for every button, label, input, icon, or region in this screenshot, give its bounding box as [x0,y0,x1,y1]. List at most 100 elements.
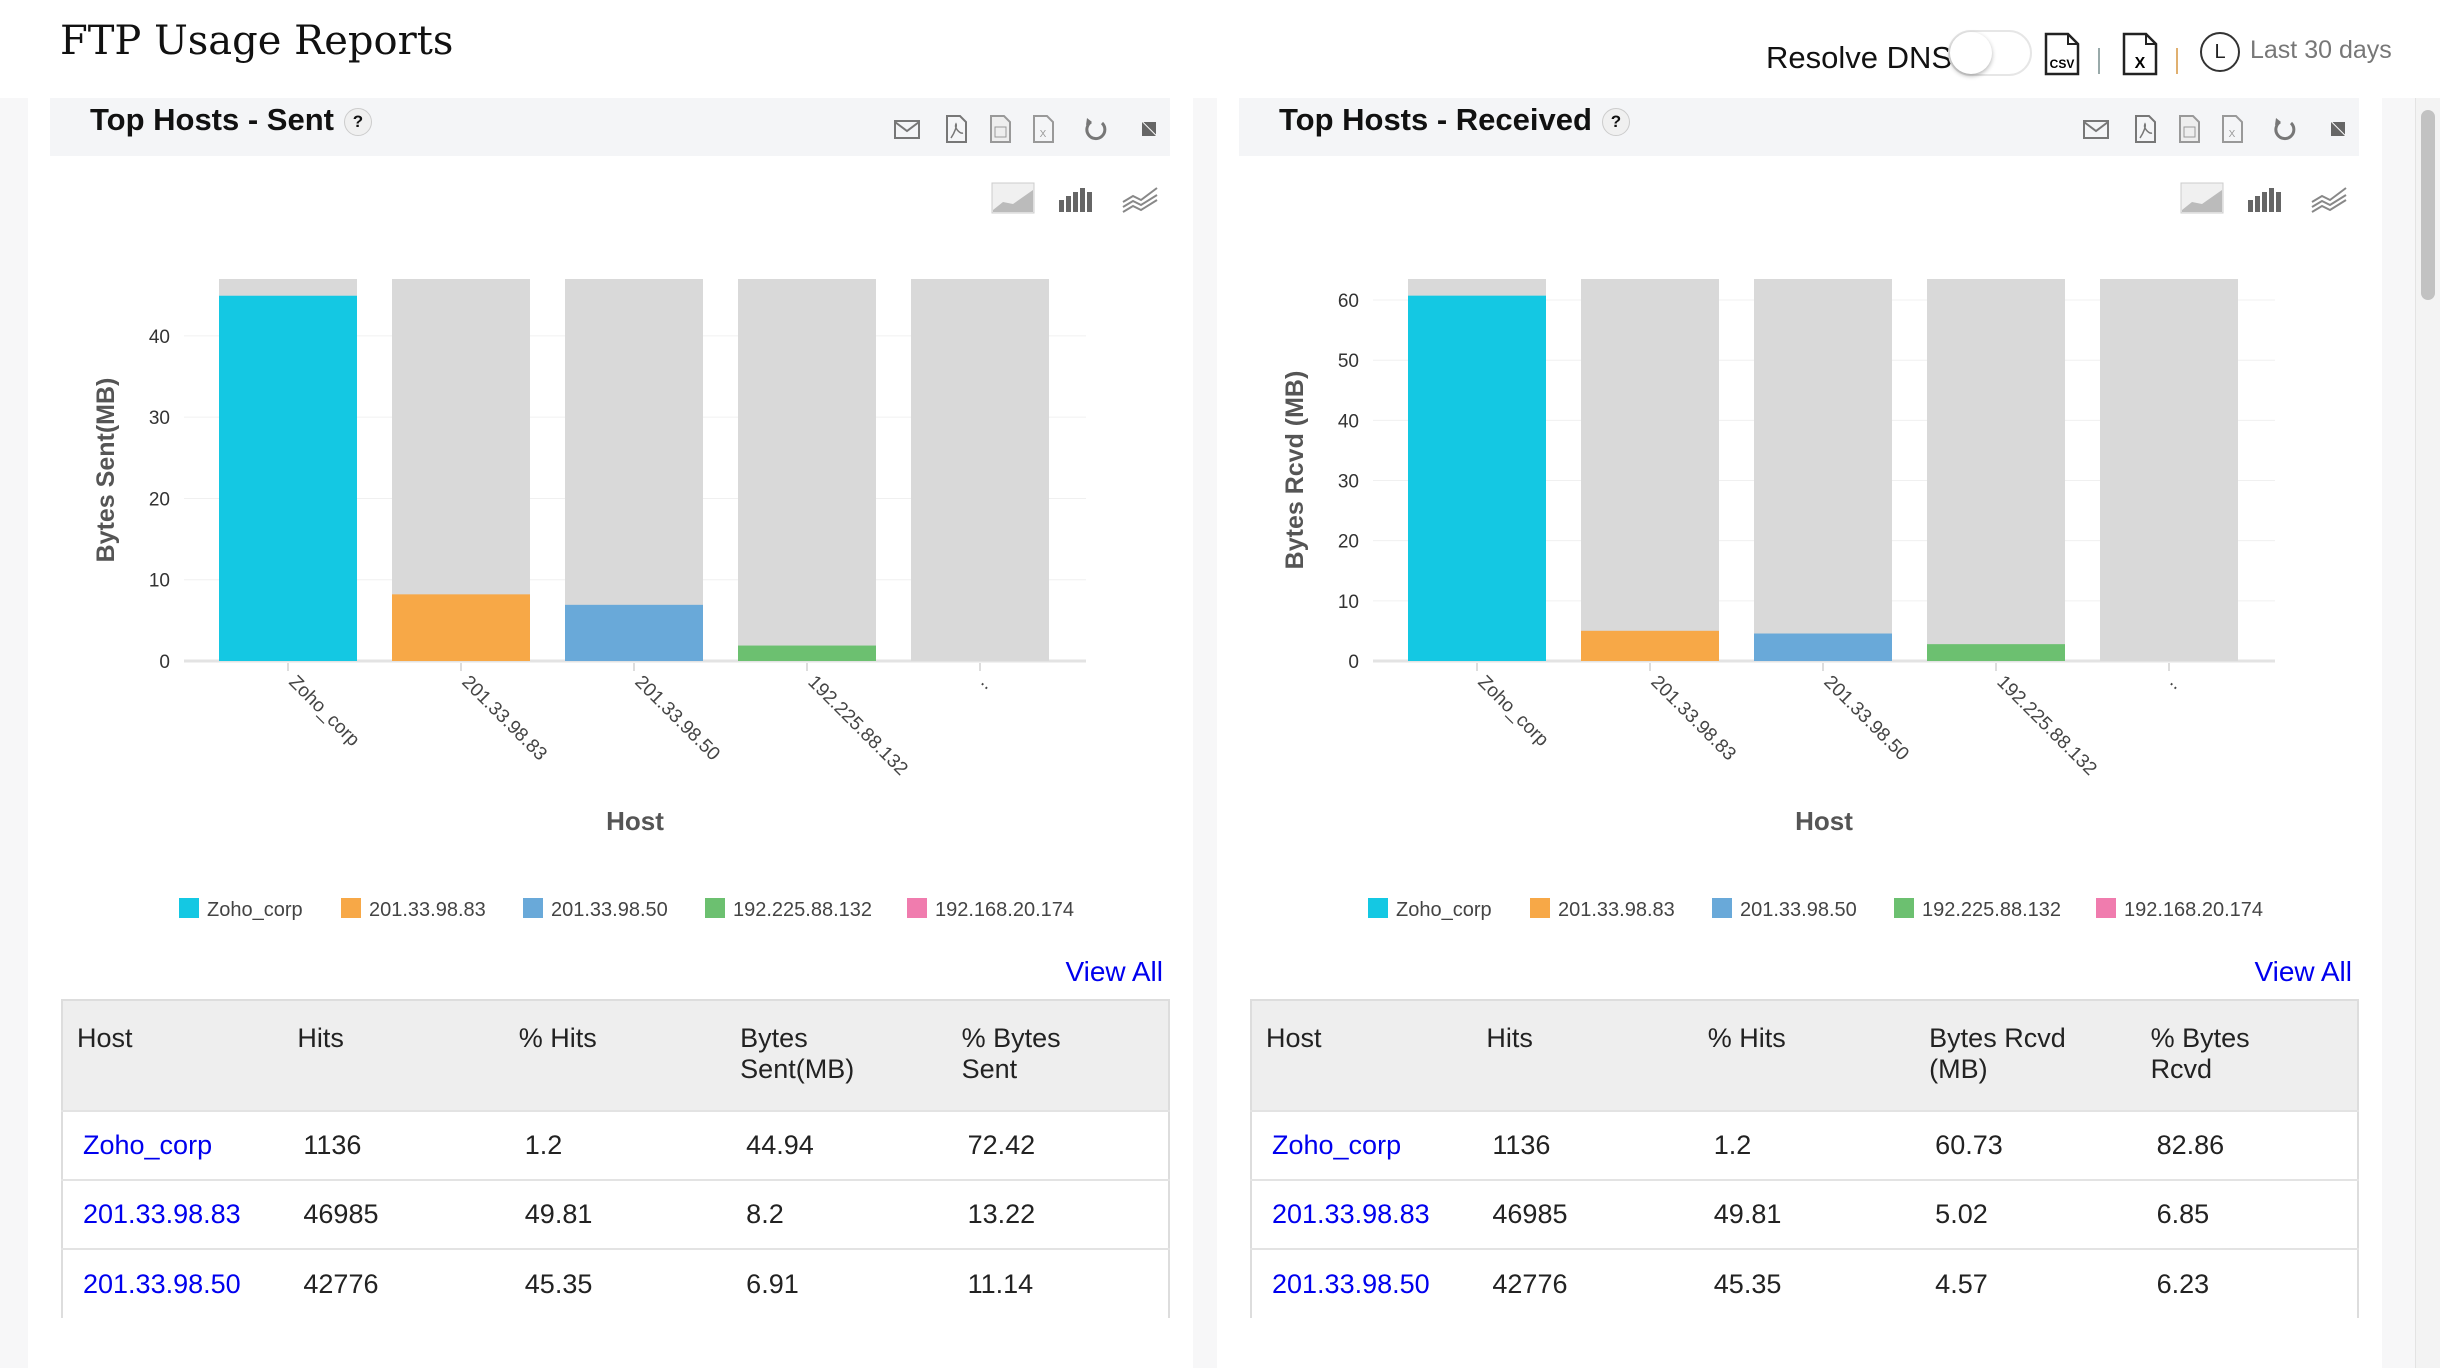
legend-swatch [523,898,543,918]
column-header[interactable]: Bytes Sent(MB) [726,999,948,1110]
legend-item[interactable]: 201.33.98.83 [1530,898,1675,921]
legend-item[interactable]: 192.225.88.132 [1894,898,2061,921]
column-header[interactable]: % Bytes Rcvd [2136,999,2358,1110]
x-axis-title: Host [1795,806,1853,836]
csv-icon[interactable] [985,114,1015,144]
excel-icon[interactable]: X [1028,114,1058,144]
y-tick-label: 30 [149,408,170,429]
host-link[interactable]: 201.33.98.50 [83,1268,241,1299]
cell-2: 1.2 [504,1110,727,1180]
legend-swatch [907,898,927,918]
legend-swatch [1894,898,1914,918]
y-tick-label: 20 [1338,532,1359,553]
excel-icon[interactable]: X [2122,32,2158,76]
y-axis-title: Bytes Rcvd (MB) [1281,371,1309,570]
column-header[interactable]: % Hits [1693,999,1916,1110]
column-header[interactable]: Hits [1472,999,1694,1110]
legend-item[interactable]: 201.33.98.50 [1712,898,1857,921]
bar-remainder [911,279,1049,661]
view-all-link[interactable]: View All [2254,956,2352,987]
expand-icon[interactable] [1134,114,1164,144]
resolve-dns-toggle[interactable] [1948,30,2032,76]
bar-chart-icon[interactable] [2244,182,2288,214]
expand-icon[interactable] [2323,114,2353,144]
legend-item[interactable]: 201.33.98.50 [523,898,668,921]
y-tick-label: 40 [149,327,170,348]
panel-title: Top Hosts - Sent? [90,102,372,138]
area-chart-icon[interactable] [991,182,1035,214]
bar-2[interactable] [565,604,703,661]
mail-icon[interactable] [2081,114,2111,144]
legend-swatch [341,898,361,918]
table-row: Zoho_corp 1136 1.2 60.73 82.86 [1251,1110,2358,1180]
svg-text:X: X [1040,129,1047,140]
x-axis-title: Host [606,806,664,836]
host-link[interactable]: 201.33.98.83 [1272,1199,1430,1229]
csv-icon[interactable]: CSV [2044,32,2080,76]
y-tick-label: 10 [1338,592,1359,613]
scrollbar[interactable] [2415,98,2440,1368]
column-header[interactable]: Host [62,999,284,1110]
view-all-link[interactable]: View All [1065,956,1163,987]
column-header[interactable]: % Bytes Sent [947,999,1169,1110]
column-header[interactable]: % Hits [504,999,727,1110]
refresh-icon[interactable] [2269,114,2299,144]
host-link[interactable]: 201.33.98.83 [83,1199,241,1229]
bar-0[interactable] [1408,295,1546,661]
bar-1[interactable] [1581,630,1719,661]
cell-4: 72.42 [947,1110,1169,1180]
legend-item[interactable]: Zoho_corp [179,898,303,921]
cell-1: 1136 [283,1110,505,1180]
cell-3: 4.57 [1915,1248,2137,1318]
legend-item[interactable]: 192.225.88.132 [705,898,872,921]
pdf-icon[interactable] [941,114,971,144]
legend-swatch [1530,898,1550,918]
excel-icon[interactable]: X [2217,114,2247,144]
legend-item[interactable]: 192.168.20.174 [2096,898,2263,921]
legend-item[interactable]: 201.33.98.83 [341,898,486,921]
pdf-icon[interactable] [2130,114,2160,144]
x-tick-label: 201.33.98.83 [1646,672,1739,765]
svg-text:X: X [2135,55,2146,72]
cell-1: 1136 [1472,1110,1694,1180]
column-header[interactable]: Host [1251,999,1473,1110]
column-header[interactable]: Bytes Rcvd (MB) [1915,999,2137,1110]
column-header[interactable]: Hits [283,999,505,1110]
cell-4: 6.85 [2136,1179,2358,1249]
mail-icon[interactable] [892,114,922,144]
legend-label: Zoho_corp [207,899,303,921]
cell-3: 60.73 [1915,1110,2137,1180]
clock-icon[interactable]: L [2200,32,2240,72]
divider [2176,48,2178,74]
hosts-table: Host Hits% Hits Bytes Sent(MB)% Bytes Sent… [61,999,1170,1318]
help-icon[interactable]: ? [1601,107,1630,136]
y-tick-label: 0 [1348,652,1359,673]
bar-chart-icon[interactable] [1055,182,1099,214]
panel-header: Top Hosts - Sent? [50,98,1170,156]
scrollbar-thumb[interactable] [2421,110,2435,300]
host-link[interactable]: Zoho_corp [83,1130,213,1160]
bar-1[interactable] [392,594,530,661]
y-axis-title: Bytes Sent(MB) [92,378,120,563]
line-chart-icon[interactable] [2308,182,2352,214]
csv-icon[interactable] [2174,114,2204,144]
line-chart-icon[interactable] [1119,182,1163,214]
bar-remainder [2100,279,2238,661]
legend-label: 192.225.88.132 [1922,899,2061,921]
bar-3[interactable] [738,645,876,661]
panel-top-hosts-sent: Top Hosts - Sent? X 0 10 20 30 40 Zoho_corp 201.… [28,98,1193,1368]
legend-label: 201.33.98.50 [551,899,668,921]
y-tick-label: 10 [149,571,170,592]
help-icon[interactable]: ? [343,107,372,136]
host-link[interactable]: Zoho_corp [1272,1130,1402,1160]
legend-item[interactable]: 192.168.20.174 [907,898,1074,921]
bar-2[interactable] [1754,633,1892,661]
bar-3[interactable] [1927,644,2065,661]
bar-0[interactable] [219,295,357,661]
refresh-icon[interactable] [1080,114,1110,144]
panel-title-text: Top Hosts - Received [1279,102,1592,137]
area-chart-icon[interactable] [2180,182,2224,214]
time-range-selector[interactable]: Last 30 days [2250,36,2392,64]
legend-item[interactable]: Zoho_corp [1368,898,1492,921]
host-link[interactable]: 201.33.98.50 [1272,1268,1430,1299]
